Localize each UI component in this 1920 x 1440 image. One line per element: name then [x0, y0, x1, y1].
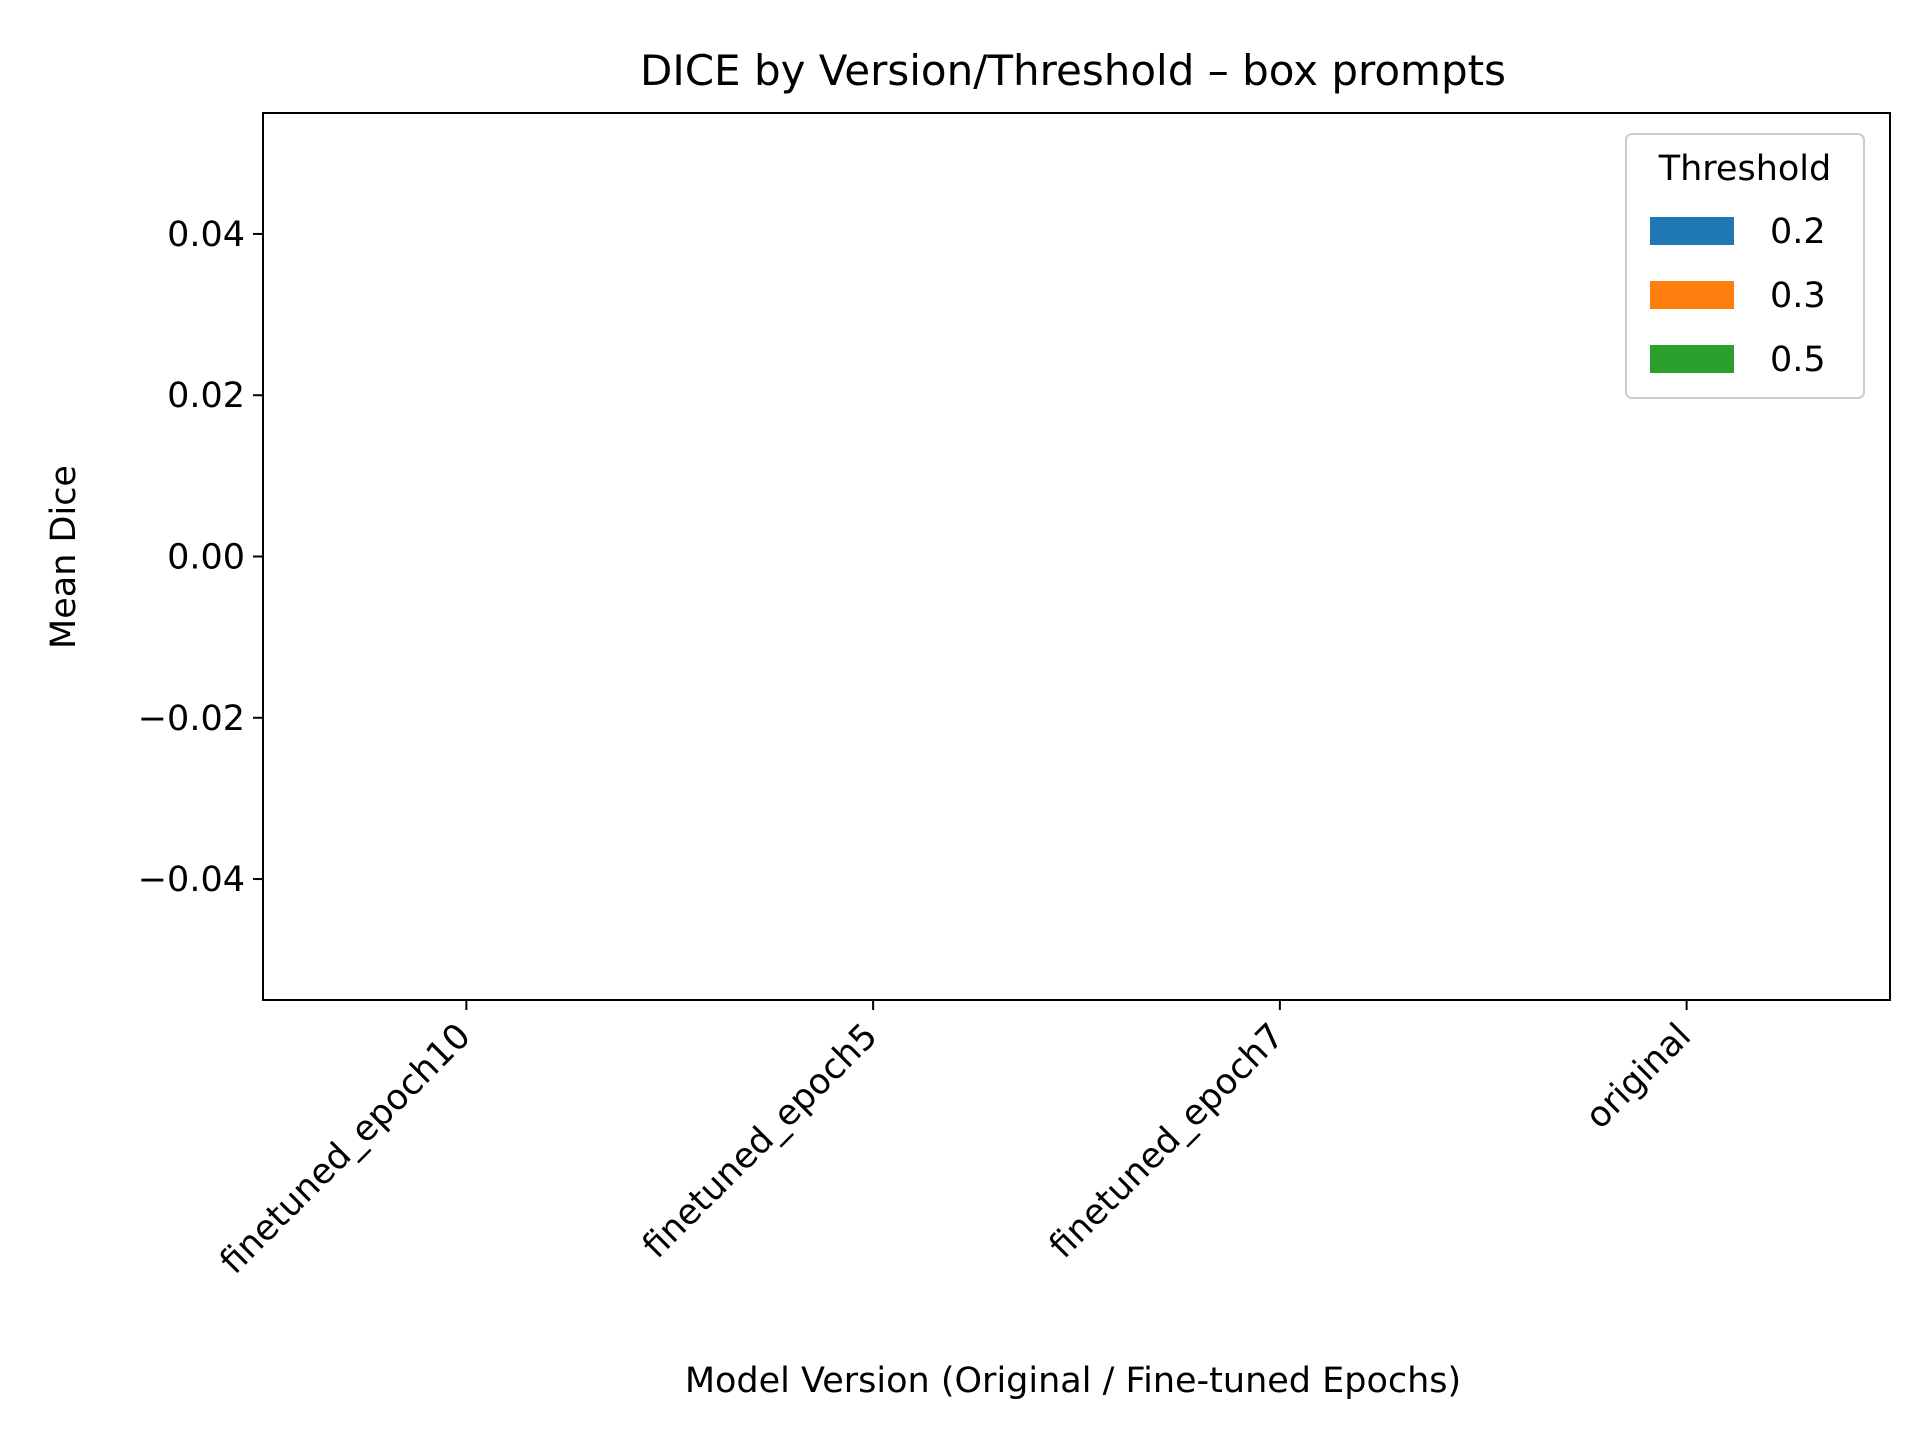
legend: Threshold 0.2 0.3 0.5: [1625, 133, 1865, 399]
legend-frame: [1625, 133, 1865, 399]
legend-swatch: [1650, 281, 1734, 309]
legend-label: 0.2: [1770, 212, 1826, 252]
y-tick-label: 0.02: [167, 376, 245, 416]
legend-label: 0.5: [1770, 340, 1826, 380]
y-tick-label: −0.04: [138, 860, 245, 900]
chart-title: DICE by Version/Threshold – box prompts: [640, 46, 1506, 95]
legend-swatch: [1650, 217, 1734, 245]
y-axis-label: Mean Dice: [44, 465, 84, 649]
y-tick-label: −0.02: [138, 699, 245, 739]
legend-swatch: [1650, 345, 1734, 373]
legend-label: 0.3: [1770, 276, 1826, 316]
y-axis: 0.04 0.02 0.00 −0.02 −0.04: [138, 215, 263, 900]
y-tick-label: 0.00: [167, 538, 245, 578]
y-tick-label: 0.04: [167, 215, 245, 255]
legend-title: Threshold: [1658, 149, 1832, 189]
x-axis-label: Model Version (Original / Fine-tuned Epo…: [685, 1361, 1461, 1401]
legend-items: 0.2 0.3 0.5: [1650, 212, 1826, 380]
